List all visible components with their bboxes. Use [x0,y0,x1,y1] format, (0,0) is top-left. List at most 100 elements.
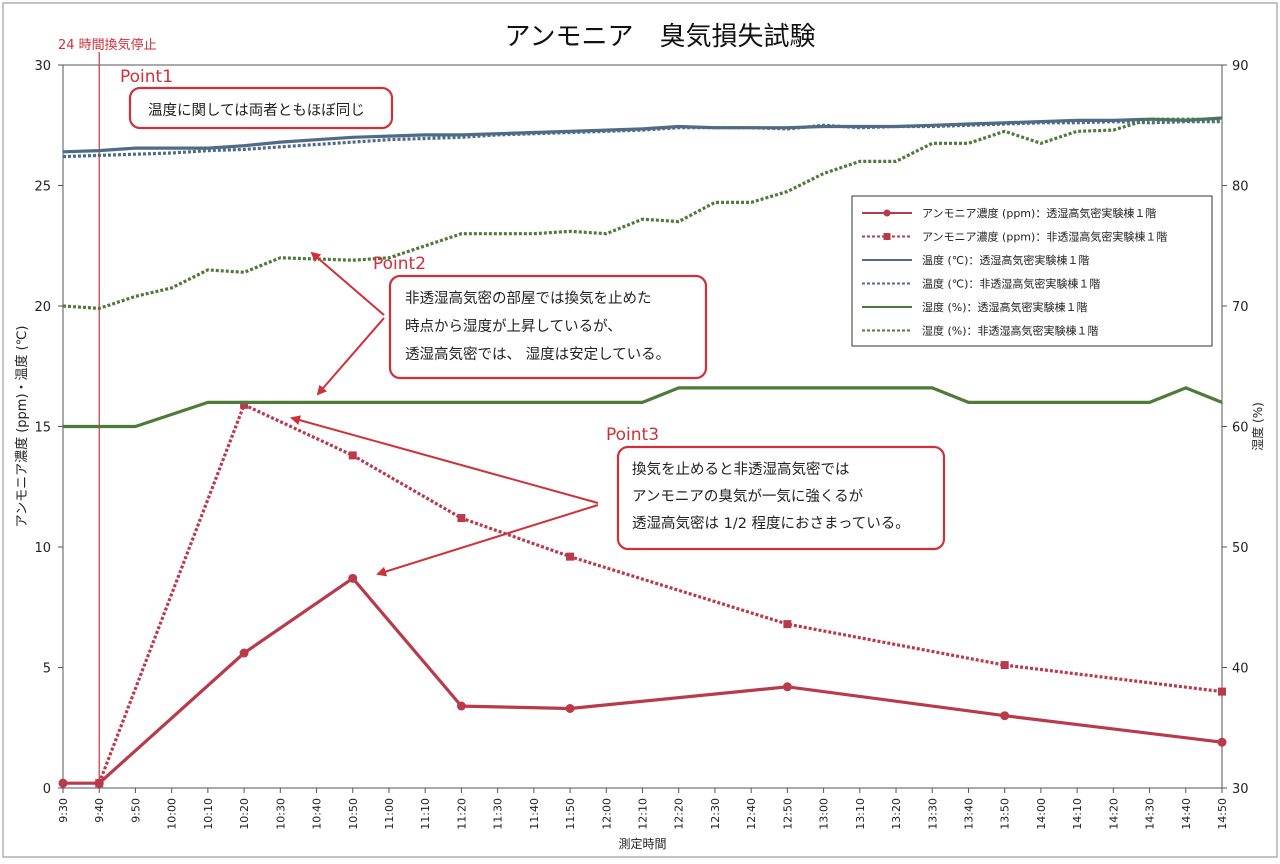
data-point-circle [58,778,68,788]
callout-text: 温度に関しては両者ともほぼ同じ [148,102,365,119]
series-5 [63,386,1223,429]
x-tick-label: 12:40 [745,798,758,830]
data-point-square [95,779,104,788]
x-tick-label: 13:20 [890,798,903,830]
legend-marker [883,209,891,217]
x-tick-label: 11:40 [528,798,541,830]
callout-2: Point2 非透湿高気密の部屋では換気を止めた時点から湿度が上昇しているが、透湿… [373,254,708,380]
legend-label: アンモニア濃度 (ppm)：非透湿高気密実験棟１階 [922,230,1167,244]
x-tick-label: 9:40 [93,798,106,823]
series-4 [62,119,1222,159]
legend-label: 温度 (℃)：非透湿高気密実験棟１階 [922,277,1100,291]
series-2 [95,400,1226,788]
data-point-circle [239,648,249,658]
data-point-circle [565,703,575,713]
x-tick-label: 10:10 [202,798,215,830]
legend-item: アンモニア濃度 (ppm)：透湿高気密実験棟１階 [862,206,1156,220]
callout-box [616,445,946,551]
legend-item: アンモニア濃度 (ppm)：非透湿高気密実験棟１階 [862,230,1167,244]
data-point-square [783,620,792,629]
data-point-square [240,400,249,409]
callout-arrow [290,415,599,504]
x-tick-label: 13:50 [999,798,1012,830]
callout-arrow [310,251,385,316]
callout-3: Point3 換気を止めると非透湿高気密ではアンモニアの臭気が一気に強くるが透湿高… [606,425,946,551]
legend-label: アンモニア濃度 (ppm)：透湿高気密実験棟１階 [922,206,1156,220]
x-tick-label: 11:00 [383,798,396,830]
legend-label: 温度 (℃)：透湿高気密実験棟１階 [922,253,1089,267]
x-tick-label: 9:30 [57,798,70,823]
event-label: 24 時間換気停止 [58,37,157,53]
y-right-tick-label: 70 [1232,300,1249,315]
x-tick-label: 9:50 [129,798,142,823]
x-tick-label: 14:30 [1144,798,1157,830]
series-line [62,119,1222,159]
x-tick-label: 10:20 [238,798,251,830]
legend-marker [883,233,891,240]
callout-title: Point2 [373,254,426,274]
callout-text: 透湿高気密では、 湿度は安定している。 [405,346,670,363]
legend-item: 温度 (℃)：非透湿高気密実験棟１階 [862,277,1100,291]
x-tick-label: 11:50 [564,798,577,830]
x-tick-label: 14:10 [1071,798,1084,830]
y-right-tick-label: 90 [1232,59,1249,74]
x-tick-label: 14:40 [1180,798,1193,830]
data-point-circle [348,573,358,583]
series-line [97,403,1223,784]
data-point-circle [1000,711,1010,721]
legend-box [851,195,1213,347]
x-tick-label: 13:00 [818,798,831,830]
data-point-square [1218,687,1226,696]
y-left-tick-label: 15 [34,421,51,436]
x-tick-label: 12:20 [673,798,686,830]
legend-item: 湿度 (%)：非透湿高気密実験棟１階 [862,324,1099,338]
y-left-tick-label: 10 [34,541,51,556]
y-right-tick-label: 60 [1232,421,1249,436]
x-tick-label: 12:30 [709,798,722,830]
data-point-circle [1217,737,1227,747]
x-tick-label: 13:30 [926,798,939,830]
y-left-tick-label: 0 [43,782,51,797]
x-tick-label: 13:10 [854,798,867,830]
x-tick-label: 10:50 [347,798,360,830]
callout-text: 透湿高気密は 1/2 程度におさまっている。 [632,515,910,532]
data-point-square [348,451,357,460]
x-tick-label: 14:20 [1107,798,1120,830]
y-right-tick-label: 80 [1232,180,1249,195]
callout-arrow [316,317,385,396]
callout-text: 時点から湿度が上昇しているが、 [405,318,622,335]
legend-label: 湿度 (%)：非透湿高気密実験棟１階 [922,324,1099,338]
x-tick-label: 14:00 [1035,798,1048,830]
x-tick-label: 10:00 [166,798,179,830]
x-axis-title: 測定時間 [618,836,666,851]
x-tick-label: 14:50 [1216,798,1229,830]
x-tick-label: 11:20 [455,798,468,830]
x-tick-label: 10:40 [311,798,324,830]
legend-label: 湿度 (%)：透湿高気密実験棟１階 [922,300,1088,314]
x-tick-label: 11:10 [419,798,432,830]
series-line [63,576,1223,785]
callout-title: Point1 [120,67,173,87]
chart-title: アンモニア 臭気損失試験 [505,22,816,52]
x-tick-label: 12:50 [781,798,794,830]
y-right-tick-label: 40 [1232,662,1249,677]
data-point-circle [456,701,466,711]
callout-title: Point3 [606,425,659,445]
x-tick-label: 12:00 [600,798,613,830]
y-left-tick-label: 25 [34,180,51,195]
y-left-axis-title: アンモニア濃度 (ppm)・温度 (℃) [14,326,30,528]
legend-item: 湿度 (%)：透湿高気密実験棟１階 [862,300,1088,314]
y-right-tick-label: 50 [1232,541,1249,556]
series-line [63,386,1223,429]
series-1 [58,573,1227,788]
callout-box [388,274,708,380]
callout-text: アンモニアの臭気が一気に強くるが [632,488,864,505]
data-point-square [457,514,466,523]
y-left-tick-label: 30 [34,59,51,74]
x-tick-label: 11:30 [492,798,505,830]
y-right-tick-label: 30 [1232,782,1249,797]
callout-text: 換気を止めると非透湿高気密では [632,461,850,478]
